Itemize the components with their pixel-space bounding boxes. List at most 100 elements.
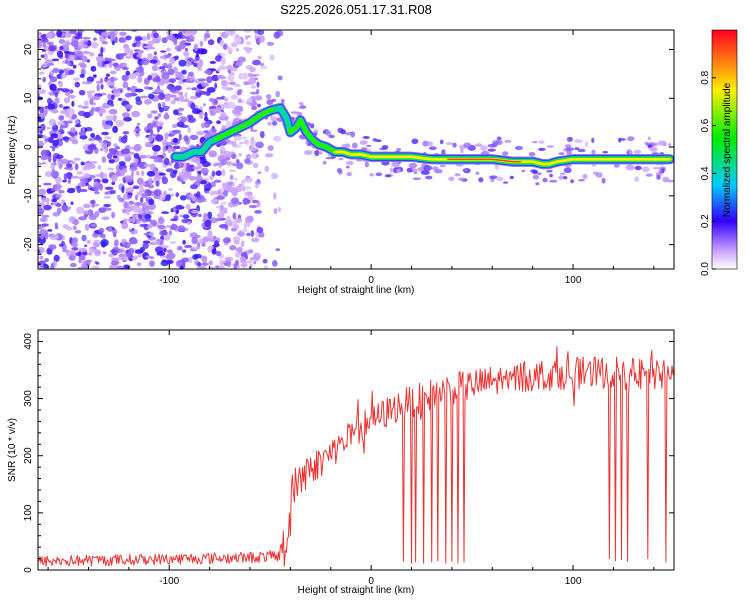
noise-blob: [564, 144, 572, 148]
noise-blob: [121, 66, 129, 71]
noise-blob: [100, 147, 104, 152]
noise-blob: [240, 240, 245, 245]
noise-blob: [231, 153, 237, 160]
colorbar-tick-label: 0.2: [700, 214, 711, 228]
colorbar-tick-label: 0.4: [700, 166, 711, 180]
noise-blob: [136, 162, 144, 168]
noise-blob: [55, 193, 63, 198]
noise-blob: [200, 167, 209, 174]
noise-blob: [142, 182, 146, 186]
noise-blob: [92, 95, 101, 101]
noise-blob: [146, 170, 156, 177]
noise-blob: [165, 225, 172, 228]
noise-blob: [185, 87, 192, 90]
noise-blob: [110, 103, 115, 107]
noise-blob: [234, 252, 241, 258]
noise-blob: [96, 83, 100, 92]
noise-blob: [86, 59, 90, 63]
noise-blob: [225, 139, 231, 143]
noise-blob: [97, 164, 102, 170]
noise-blob: [89, 98, 94, 105]
noise-blob: [591, 137, 595, 144]
noise-blob: [218, 64, 227, 71]
noise-blob: [70, 262, 77, 268]
spectrogram-frame: [37, 29, 675, 270]
noise-blob: [240, 228, 248, 233]
noise-blob: [94, 249, 102, 257]
noise-blob: [148, 135, 154, 143]
noise-blob: [245, 41, 251, 46]
noise-blob: [134, 128, 141, 132]
noise-blob: [448, 176, 455, 182]
noise-blob: [123, 218, 128, 223]
noise-blob: [163, 157, 170, 165]
noise-blob: [162, 145, 167, 153]
noise-blob: [227, 45, 232, 53]
noise-blob: [112, 114, 117, 122]
noise-blob: [181, 257, 190, 263]
noise-blob: [251, 237, 260, 243]
noise-blob: [106, 58, 116, 62]
noise-blob: [161, 72, 170, 80]
noise-blob: [47, 63, 55, 66]
noise-blob: [84, 223, 90, 231]
noise-blob: [304, 150, 313, 155]
noise-blob: [601, 177, 606, 184]
noise-blob: [110, 260, 119, 266]
noise-blob: [65, 163, 73, 168]
noise-blob: [81, 36, 91, 40]
noise-blob: [199, 265, 207, 269]
noise-blob: [103, 124, 108, 130]
noise-blob: [257, 30, 265, 36]
noise-blob: [198, 59, 204, 66]
noise-blob: [80, 161, 85, 166]
noise-blob: [67, 206, 71, 211]
noise-blob: [168, 188, 173, 191]
noise-blob: [107, 226, 113, 233]
noise-blob: [127, 87, 131, 91]
noise-blob: [83, 111, 91, 119]
noise-blob: [182, 239, 187, 245]
noise-blob: [122, 62, 128, 69]
figure-title: S225.2026.051.17.31.R08: [280, 2, 432, 17]
y-tick-label: 0: [23, 144, 34, 150]
noise-blob: [224, 256, 234, 262]
noise-blob: [99, 108, 106, 114]
noise-blob: [153, 51, 158, 56]
noise-blob: [509, 175, 514, 180]
noise-blob: [113, 143, 118, 148]
noise-blob: [233, 135, 242, 142]
noise-blob: [90, 223, 97, 227]
noise-blob: [462, 168, 468, 172]
noise-blob: [266, 41, 275, 46]
noise-blob: [258, 231, 265, 238]
noise-blob: [179, 265, 184, 269]
noise-blob: [65, 172, 73, 178]
noise-blob: [93, 203, 100, 207]
noise-blob: [441, 149, 446, 156]
noise-blob: [87, 40, 92, 47]
noise-blob: [602, 150, 608, 154]
noise-blob: [41, 214, 50, 218]
noise-blob: [63, 97, 71, 104]
noise-blob: [103, 203, 111, 208]
noise-blob: [49, 266, 55, 269]
noise-blob: [267, 145, 274, 152]
noise-blob: [231, 227, 237, 232]
noise-blob: [141, 192, 148, 199]
noise-blob: [229, 245, 237, 251]
noise-blob: [139, 188, 146, 192]
noise-blob: [242, 46, 250, 50]
noise-blob: [100, 84, 104, 90]
noise-blob: [175, 192, 180, 198]
noise-blob: [259, 62, 265, 67]
noise-blob: [46, 197, 50, 206]
noise-blob: [634, 165, 642, 171]
noise-blob: [146, 32, 151, 41]
noise-blob: [194, 253, 202, 259]
noise-blob: [132, 205, 141, 213]
noise-blob: [379, 147, 388, 151]
noise-blob: [66, 226, 73, 231]
noise-blob: [39, 255, 44, 260]
noise-blob: [182, 98, 190, 103]
